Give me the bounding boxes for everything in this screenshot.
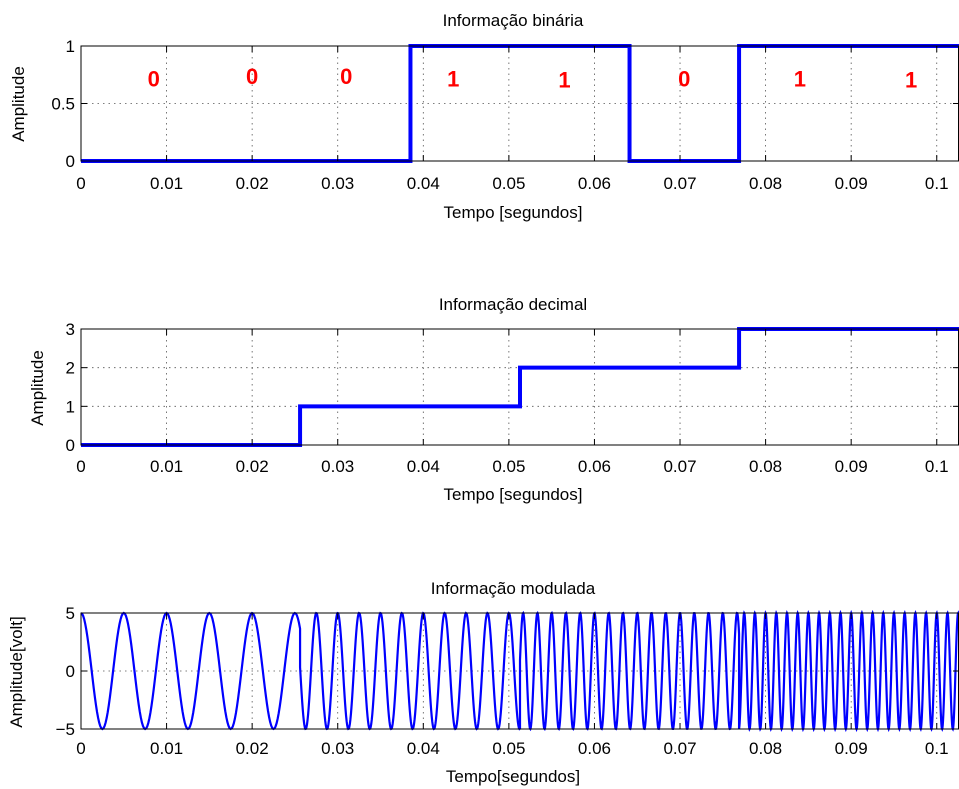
binary-x-tick-label: 0.09 <box>835 174 868 193</box>
binary-y-tick-label: 0 <box>66 152 75 171</box>
modulated-x-tick-label: 0.04 <box>407 739 440 758</box>
decimal-x-tick-label: 0.09 <box>835 457 868 476</box>
decimal-x-axis-label: Tempo [segundos] <box>444 485 583 504</box>
modulated-y-tick-label: 0 <box>66 662 75 681</box>
binary-bit-label: 1 <box>558 67 570 92</box>
modulated-x-tick-label: 0.09 <box>835 739 868 758</box>
modulated-chart-title: Informação modulada <box>431 579 596 598</box>
decimal-x-tick-label: 0.03 <box>321 457 354 476</box>
modulated-x-tick-label: 0.03 <box>321 739 354 758</box>
decimal-y-axis-label: Amplitude <box>28 350 47 426</box>
binary-bit-label: 0 <box>340 64 352 89</box>
modulated-info-panel: Informação modulada Amplitude[volt] Temp… <box>7 579 959 786</box>
decimal-x-tick-label: 0.02 <box>236 457 269 476</box>
modulated-x-tick-label: 0.05 <box>492 739 525 758</box>
binary-y-axis-label: Amplitude <box>9 66 28 142</box>
binary-y-tick-label: 1 <box>66 37 75 56</box>
binary-x-tick-label: 0.1 <box>925 174 949 193</box>
modulated-y-tick-label: −5 <box>56 720 75 739</box>
modulated-x-tick-label: 0.1 <box>925 739 949 758</box>
modulated-x-tick-label: 0.01 <box>150 739 183 758</box>
decimal-x-tick-label: 0.07 <box>663 457 696 476</box>
decimal-x-tick-label: 0 <box>76 457 85 476</box>
modulated-x-tick-label: 0 <box>76 739 85 758</box>
binary-bit-label: 1 <box>794 66 806 91</box>
binary-bit-label: 0 <box>678 66 690 91</box>
decimal-x-tick-label: 0.08 <box>749 457 782 476</box>
binary-series-line <box>81 44 959 163</box>
modulated-x-tick-label: 0.02 <box>236 739 269 758</box>
decimal-x-tick-label: 0.05 <box>492 457 525 476</box>
decimal-chart-title: Informação decimal <box>439 295 587 314</box>
decimal-x-tick-label: 0.1 <box>925 457 949 476</box>
decimal-x-tick-label: 0.06 <box>578 457 611 476</box>
binary-bit-label: 1 <box>905 67 917 92</box>
binary-bit-label: 0 <box>148 66 160 91</box>
binary-info-panel: Informação binária Amplitude Tempo [segu… <box>9 11 959 222</box>
modulated-y-tick-label: 5 <box>66 604 75 623</box>
binary-x-axis-label: Tempo [segundos] <box>444 203 583 222</box>
binary-y-tick-label: 0.5 <box>51 95 75 114</box>
modulated-series-line <box>80 609 959 733</box>
modulated-x-tick-label: 0.08 <box>749 739 782 758</box>
binary-x-tick-label: 0 <box>76 174 85 193</box>
decimal-y-tick-label: 3 <box>66 320 75 339</box>
binary-x-tick-label: 0.02 <box>236 174 269 193</box>
binary-x-tick-label: 0.05 <box>492 174 525 193</box>
binary-chart-title: Informação binária <box>443 11 584 30</box>
decimal-y-tick-label: 0 <box>66 436 75 455</box>
decimal-y-tick-label: 2 <box>66 359 75 378</box>
decimal-y-tick-label: 1 <box>66 397 75 416</box>
modulated-y-axis-label: Amplitude[volt] <box>7 616 26 728</box>
modulated-x-tick-label: 0.06 <box>578 739 611 758</box>
binary-bit-label: 0 <box>246 64 258 89</box>
binary-x-tick-label: 0.06 <box>578 174 611 193</box>
binary-x-tick-label: 0.03 <box>321 174 354 193</box>
binary-bit-label: 1 <box>447 66 459 91</box>
decimal-x-tick-label: 0.01 <box>150 457 183 476</box>
binary-x-tick-label: 0.01 <box>150 174 183 193</box>
modulated-x-axis-label: Tempo[segundos] <box>446 767 580 786</box>
binary-plot-frame <box>80 45 959 162</box>
binary-x-tick-label: 0.07 <box>663 174 696 193</box>
modulated-x-tick-label: 0.07 <box>663 739 696 758</box>
binary-x-tick-label: 0.04 <box>407 174 440 193</box>
binary-x-tick-label: 0.08 <box>749 174 782 193</box>
decimal-x-tick-label: 0.04 <box>407 457 440 476</box>
decimal-series-line <box>81 327 959 447</box>
decimal-info-panel: Informação decimal Amplitude Tempo [segu… <box>28 295 959 504</box>
